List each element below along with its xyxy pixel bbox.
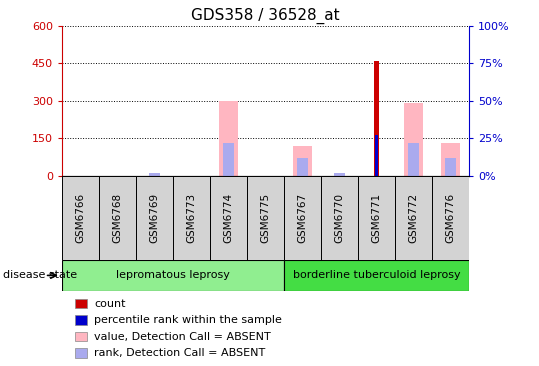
Bar (321, 176, 358, 260)
Text: value, Detection Call = ABSENT: value, Detection Call = ABSENT (94, 332, 271, 342)
Text: disease state: disease state (3, 270, 77, 280)
Bar (136, 176, 173, 260)
Bar (284, 176, 321, 260)
Bar (334, 173, 345, 176)
Bar (62, 176, 99, 260)
Bar (375, 135, 378, 176)
Text: GSM6773: GSM6773 (186, 193, 197, 243)
Text: percentile rank within the sample: percentile rank within the sample (94, 315, 282, 325)
Bar (445, 158, 456, 176)
Bar (62, 260, 284, 291)
Bar (432, 176, 469, 260)
Bar (408, 143, 419, 176)
Text: GSM6768: GSM6768 (113, 193, 122, 243)
Text: GSM6767: GSM6767 (298, 193, 307, 243)
Bar (223, 143, 234, 176)
Text: GSM6774: GSM6774 (224, 193, 233, 243)
Bar (395, 176, 432, 260)
Text: lepromatous leprosy: lepromatous leprosy (116, 270, 230, 280)
Text: GSM6776: GSM6776 (445, 193, 455, 243)
Text: GSM6775: GSM6775 (260, 193, 271, 243)
Text: GSM6770: GSM6770 (334, 193, 344, 243)
Bar (149, 173, 160, 176)
Bar (99, 176, 136, 260)
Bar (293, 146, 312, 176)
Bar (284, 260, 469, 291)
Text: GSM6771: GSM6771 (371, 193, 382, 243)
Bar (173, 176, 210, 260)
Title: GDS358 / 36528_at: GDS358 / 36528_at (191, 8, 340, 24)
Bar (404, 103, 423, 176)
Text: GSM6769: GSM6769 (149, 193, 160, 243)
Text: rank, Detection Call = ABSENT: rank, Detection Call = ABSENT (94, 348, 266, 358)
Bar (441, 143, 460, 176)
Text: borderline tuberculoid leprosy: borderline tuberculoid leprosy (293, 270, 460, 280)
Bar (374, 61, 379, 176)
Bar (210, 176, 247, 260)
Bar (219, 101, 238, 176)
Bar (358, 176, 395, 260)
Text: GSM6766: GSM6766 (75, 193, 86, 243)
Text: count: count (94, 299, 126, 309)
Text: GSM6772: GSM6772 (409, 193, 418, 243)
Bar (247, 176, 284, 260)
Bar (297, 158, 308, 176)
